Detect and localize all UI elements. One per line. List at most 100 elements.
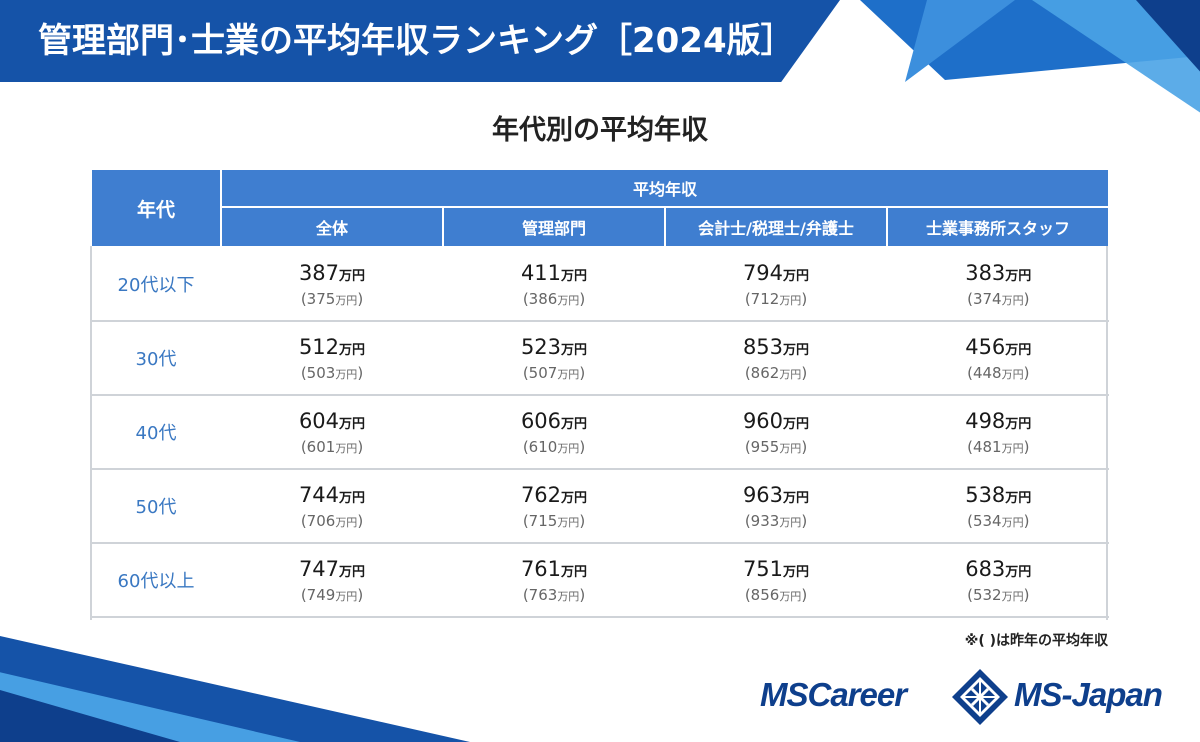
previous-value: 712 [750, 289, 780, 308]
previous-value: 955 [750, 437, 780, 456]
previous-unit: 万円 [779, 293, 802, 307]
previous-unit: 万円 [779, 367, 802, 381]
cell-office-staff: 683万円 (532万円) [886, 543, 1110, 618]
prev-close-paren: ) [1023, 437, 1030, 456]
prev-open-paren: ( [300, 585, 307, 604]
prev-close-paren: ) [1023, 363, 1030, 382]
prev-close-paren: ) [357, 585, 364, 604]
prev-open-paren: ( [744, 289, 751, 308]
row-age-label: 50代 [90, 469, 221, 544]
previous-value: 503 [306, 363, 336, 382]
current-unit: 万円 [339, 490, 366, 506]
current-value: 512 [298, 334, 340, 359]
current-value: 411 [520, 260, 562, 285]
header-age: 年代 [90, 168, 222, 248]
previous-unit: 万円 [557, 367, 580, 381]
current-unit: 万円 [339, 268, 366, 284]
current-value: 794 [742, 260, 784, 285]
prev-close-paren: ) [579, 511, 586, 530]
previous-unit: 万円 [335, 367, 358, 381]
logo-mscareer: MSCareer [760, 676, 907, 713]
current-value: 853 [742, 334, 784, 359]
previous-unit: 万円 [557, 293, 580, 307]
cell-licensed: 960万円 (955万円) [664, 395, 887, 470]
current-unit: 万円 [1005, 490, 1032, 506]
prev-open-paren: ( [522, 585, 529, 604]
cell-office-staff: 383万円 (374万円) [886, 247, 1110, 322]
prev-close-paren: ) [579, 363, 586, 382]
prev-close-paren: ) [801, 437, 808, 456]
previous-unit: 万円 [557, 515, 580, 529]
previous-value: 481 [972, 437, 1002, 456]
previous-value: 448 [972, 363, 1002, 382]
logo-msjapan: MS-Japan [1014, 676, 1163, 713]
current-value: 744 [298, 482, 340, 507]
row-age-label: 60代以上 [90, 543, 221, 618]
prev-close-paren: ) [579, 585, 586, 604]
previous-value: 532 [972, 585, 1002, 604]
current-unit: 万円 [339, 416, 366, 432]
prev-open-paren: ( [967, 585, 973, 604]
prev-open-paren: ( [522, 511, 529, 530]
prev-close-paren: ) [357, 289, 364, 308]
header-col-licensed: 会計士/税理士/弁護士 [664, 206, 888, 248]
previous-value: 706 [306, 511, 336, 530]
cell-overall: 744万円 (706万円) [220, 469, 443, 544]
prev-open-paren: ( [300, 363, 307, 382]
previous-value: 534 [972, 511, 1002, 530]
current-value: 498 [965, 408, 1006, 433]
header-col-admin: 管理部門 [442, 206, 666, 248]
table-row: 20代以下 387万円 (375万円) 411万円 (386万円) 794万円 (712万円… [90, 247, 1110, 322]
current-value: 606 [520, 408, 562, 433]
current-unit: 万円 [561, 342, 588, 358]
cell-licensed: 794万円 (712万円) [664, 247, 887, 322]
table-frame-left [90, 246, 92, 620]
previous-unit: 万円 [779, 441, 802, 455]
table-row: 40代 604万円 (601万円) 606万円 (610万円) 960万円 (955万円) 4… [90, 395, 1110, 470]
previous-unit: 万円 [1001, 367, 1024, 381]
current-unit: 万円 [561, 564, 588, 580]
cell-admin: 411万円 (386万円) [442, 247, 665, 322]
title-banner [0, 0, 840, 82]
cell-overall: 512万円 (503万円) [220, 321, 443, 396]
prev-close-paren: ) [357, 437, 364, 456]
current-unit: 万円 [1005, 416, 1032, 432]
previous-value: 507 [528, 363, 558, 382]
cell-overall: 747万円 (749万円) [220, 543, 443, 618]
prev-open-paren: ( [967, 511, 973, 530]
cell-office-staff: 456万円 (448万円) [886, 321, 1110, 396]
table-body: 20代以下 387万円 (375万円) 411万円 (386万円) 794万円 (712万円… [90, 247, 1110, 618]
table-row: 30代 512万円 (503万円) 523万円 (507万円) 853万円 (862万円) 4… [90, 321, 1110, 396]
previous-unit: 万円 [335, 293, 358, 307]
current-value: 751 [742, 556, 784, 581]
current-value: 762 [520, 482, 562, 507]
previous-unit: 万円 [335, 515, 358, 529]
previous-value: 601 [306, 437, 336, 456]
cell-office-staff: 498万円 (481万円) [886, 395, 1110, 470]
prev-close-paren: ) [357, 511, 364, 530]
prev-close-paren: ) [801, 363, 808, 382]
prev-close-paren: ) [801, 585, 808, 604]
previous-value: 856 [750, 585, 780, 604]
current-value: 456 [965, 334, 1006, 359]
table-row: 50代 744万円 (706万円) 762万円 (715万円) 963万円 (933万円) 5… [90, 469, 1110, 544]
prev-open-paren: ( [522, 363, 529, 382]
page-title: 管理部門･士業の平均年収ランキング［2024版］ [38, 21, 795, 61]
current-unit: 万円 [783, 564, 810, 580]
current-value: 383 [965, 260, 1006, 285]
previous-unit: 万円 [335, 441, 358, 455]
previous-value: 374 [972, 289, 1002, 308]
current-value: 747 [298, 556, 340, 581]
cell-admin: 762万円 (715万円) [442, 469, 665, 544]
prev-close-paren: ) [1023, 585, 1030, 604]
current-unit: 万円 [339, 342, 366, 358]
previous-unit: 万円 [779, 589, 802, 603]
previous-value: 933 [750, 511, 780, 530]
prev-close-paren: ) [579, 437, 586, 456]
current-value: 683 [965, 556, 1006, 581]
previous-value: 862 [750, 363, 780, 382]
prev-open-paren: ( [522, 437, 529, 456]
prev-open-paren: ( [300, 437, 307, 456]
table-frame-right [1106, 246, 1108, 620]
cell-licensed: 853万円 (862万円) [664, 321, 887, 396]
